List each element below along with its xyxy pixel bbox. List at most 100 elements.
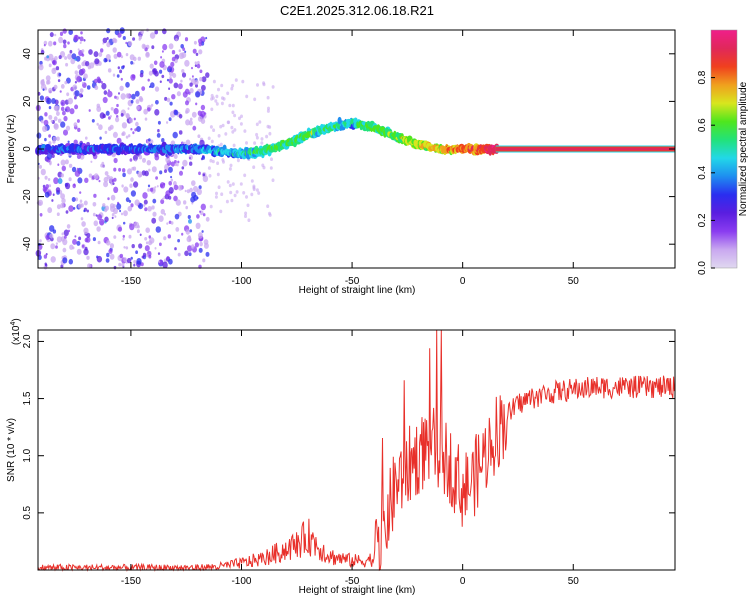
spectrogram-noise-point: [256, 83, 259, 87]
spectrogram-noise-point: [127, 107, 130, 110]
spectrogram-noise-point: [171, 94, 176, 100]
spectrogram-noise-point: [103, 165, 106, 168]
spectrogram-noise-point: [99, 112, 105, 119]
spectrogram-noise-point: [61, 198, 66, 204]
spectrogram-noise-point: [262, 165, 266, 170]
spectrogram-noise-point: [189, 77, 192, 81]
spectrogram-noise-point: [113, 157, 118, 164]
spectrogram-noise-point: [60, 193, 65, 200]
spectrogram-noise-point: [50, 243, 56, 250]
spectrogram-noise-point: [166, 121, 169, 124]
spectrogram-noise-point: [197, 134, 201, 138]
spectrogram-noise-point: [46, 153, 53, 160]
spectrogram-noise-point: [105, 54, 111, 61]
spectrogram-noise-point: [195, 102, 198, 106]
spectrogram-noise-point: [145, 51, 150, 57]
spectrogram-noise-point: [53, 177, 59, 185]
spectrogram-noise-point: [125, 246, 129, 250]
spectrogram-noise-point: [58, 72, 62, 77]
spectrogram-noise-point: [85, 61, 90, 67]
spectrogram-noise-point: [62, 247, 67, 253]
spectrogram-noise-point: [188, 219, 192, 224]
spectrogram-noise-point: [219, 209, 223, 214]
spectrogram-noise-point: [83, 200, 88, 206]
spectrogram-noise-point: [48, 184, 52, 188]
spectrogram-noise-point: [117, 226, 123, 232]
spectrogram-noise-point: [202, 175, 209, 183]
spectrogram-noise-point: [191, 202, 194, 205]
spectrogram-noise-point: [228, 183, 232, 188]
spectrogram-noise-point: [112, 73, 116, 77]
spectrogram-noise-point: [38, 164, 43, 169]
spectrogram-noise-point: [76, 154, 81, 160]
spectrogram-noise-point: [209, 158, 213, 163]
spectrogram-noise-point: [113, 167, 117, 172]
spectrogram-noise-point: [195, 222, 201, 229]
spectrogram-noise-point: [130, 190, 136, 197]
spectrogram-noise-point: [242, 191, 246, 195]
spectrogram-noise-point: [133, 56, 137, 62]
spectrogram-noise-point: [54, 105, 60, 112]
spectrogram-noise-point: [60, 106, 65, 112]
spectrogram-noise-point: [51, 154, 55, 158]
spectrogram-noise-point: [189, 229, 193, 233]
spectrogram-noise-point: [120, 212, 124, 216]
spectrogram-noise-point: [201, 230, 204, 233]
spectrogram-noise-point: [101, 161, 105, 166]
snr-scale-close: ): [11, 318, 22, 321]
spectrogram-noise-point: [74, 197, 79, 202]
spectrogram-noise-point: [199, 210, 202, 213]
spectrogram-y-tick-label: 20: [22, 95, 33, 107]
spectrogram-noise-point: [235, 190, 239, 194]
spectrogram-noise-point: [122, 36, 126, 40]
spectrogram-noise-point: [255, 132, 259, 137]
snr-x-tick-label: 50: [568, 576, 580, 587]
spectrogram-noise-point: [111, 179, 115, 183]
spectrogram-noise-point: [83, 248, 89, 256]
spectrogram-noise-point: [156, 133, 161, 138]
spectrogram-noise-point: [106, 42, 111, 48]
spectrogram-noise-point: [144, 117, 148, 121]
snr-x-tick-label: 0: [460, 576, 466, 587]
spectrogram-noise-point: [130, 127, 133, 131]
spectrogram-noise-point: [83, 73, 88, 79]
spectrogram-noise-point: [109, 203, 115, 209]
spectrogram-noise-point: [239, 182, 243, 186]
spectrogram-noise-point: [52, 136, 57, 141]
spectrogram-noise-point: [241, 79, 245, 84]
spectrogram-noise-point: [86, 85, 91, 90]
spectrogram-noise-point: [139, 233, 142, 237]
spectrogram-noise-point: [112, 47, 117, 53]
spectrogram-noise-point: [96, 255, 103, 263]
spectrogram-noise-point: [174, 54, 180, 60]
spectrogram-noise-point: [195, 83, 198, 88]
spectrogram-noise-point: [116, 103, 119, 108]
spectrogram-noise-point: [54, 56, 58, 61]
spectrogram-noise-point: [63, 129, 68, 136]
colorbar-tick-label: 0.6: [697, 118, 708, 132]
spectrogram-noise-point: [87, 263, 92, 269]
spectrogram-noise-point: [119, 209, 122, 213]
spectrogram-noise-point: [74, 70, 79, 75]
spectrogram-ridge: [35, 116, 675, 160]
colorbar: 0.0 0.2 0.4 0.6 0.8 Normalized spectral ampl…: [697, 29, 749, 275]
spectrogram-noise-point: [129, 183, 133, 188]
spectrogram-noise-point: [73, 207, 76, 210]
spectrogram-noise-point: [203, 239, 209, 245]
spectrogram-noise-point: [120, 93, 126, 100]
spectrogram-noise-point: [46, 97, 52, 105]
spectrogram-noise-point: [96, 76, 101, 82]
spectrogram-noise-point: [122, 234, 126, 238]
spectrogram-noise-point: [53, 41, 57, 46]
spectrogram-noise-point: [189, 161, 193, 166]
spectrogram-noise-point: [168, 78, 173, 84]
spectrogram-noise-point: [269, 166, 273, 170]
spectrogram-noise-point: [52, 193, 55, 196]
spectrogram-noise-point: [56, 236, 63, 243]
colorbar-gradient: [711, 30, 737, 268]
spectrogram-noise-point: [60, 121, 66, 128]
spectrogram-noise-point: [40, 119, 44, 124]
spectrogram-noise-point: [231, 130, 235, 134]
spectrogram-noise-point: [99, 136, 102, 140]
spectrogram-noise-point: [194, 64, 197, 67]
